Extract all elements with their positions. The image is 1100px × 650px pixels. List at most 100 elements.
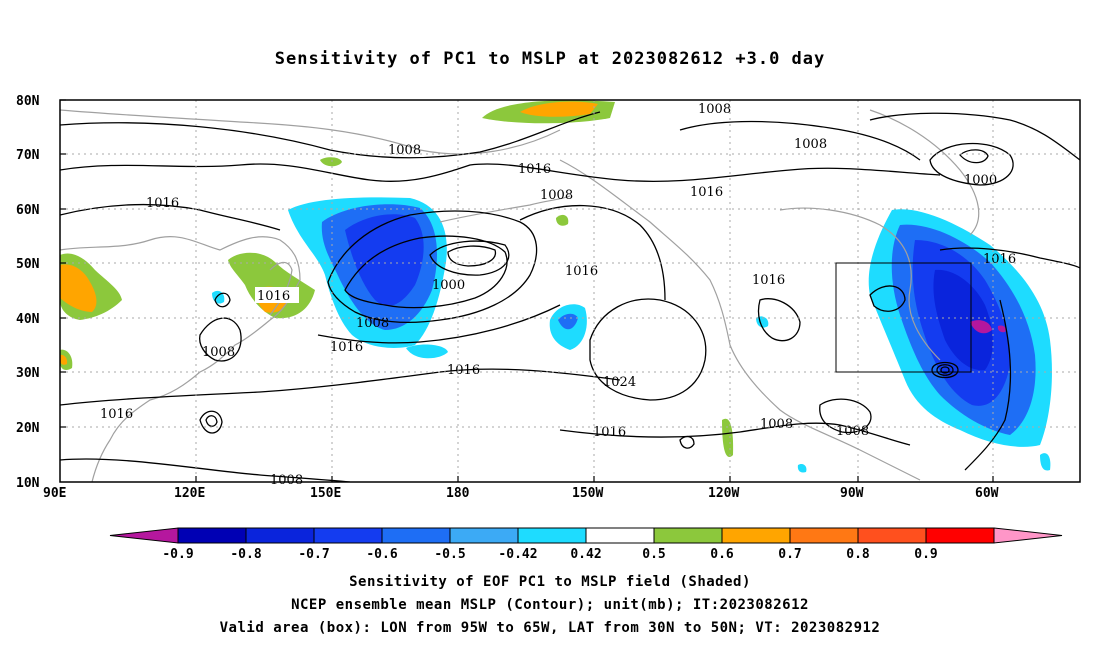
contour-line: [447, 245, 497, 267]
contour-label: 1016: [593, 425, 626, 440]
coastline-aleutian: [439, 195, 571, 223]
coastlines: [60, 109, 980, 482]
axis-ticks: [60, 99, 994, 482]
colorbar-tick-label: -0.6: [366, 547, 397, 562]
contour-label: 1000: [964, 173, 997, 188]
lon-label: 90E: [43, 486, 66, 501]
shade-magenta: [997, 325, 1006, 333]
lat-label: 80N: [16, 94, 40, 109]
colorbar-segment: [721, 527, 791, 544]
contour-label: 1008: [794, 137, 827, 152]
contour-line: [199, 317, 242, 362]
colorbar-segment: [653, 527, 723, 544]
shade-light-blue: [797, 463, 807, 473]
coastline-hudson: [779, 207, 941, 361]
lat-label: 40N: [16, 312, 40, 327]
colorbar-tick-label: 0.8: [846, 547, 870, 562]
lon-label: 150E: [310, 486, 341, 501]
latitude-labels: 80N 70N 60N 50N 40N 30N 20N 10N: [16, 94, 40, 491]
colorbar-segment: [585, 527, 655, 544]
contour-label: 1016: [983, 252, 1016, 267]
lat-label: 30N: [16, 366, 40, 381]
contour-line: [819, 398, 872, 434]
map-frame: [59, 99, 1081, 483]
shade-light-blue: [1040, 453, 1051, 471]
lon-label: 60W: [975, 486, 999, 501]
contour-line: [60, 111, 601, 159]
caption-line-2: NCEP ensemble mean MSLP (Contour); unit(…: [291, 597, 809, 613]
colorbar-segment: [789, 527, 859, 544]
coastline-alaska: [559, 159, 921, 481]
contour-line: [519, 204, 666, 301]
colorbar-tick-label: -0.42: [498, 547, 537, 562]
colorbar-segment: [313, 527, 383, 544]
colorbar-tick-label: -0.7: [298, 547, 329, 562]
colorbar-segment: [857, 527, 927, 544]
contour-line: [199, 410, 223, 434]
shade-green: [320, 157, 342, 167]
contour-label: 1008: [270, 473, 303, 488]
contour-label: 1000: [432, 278, 465, 293]
valid-area-box: [835, 262, 972, 373]
lon-label: 180: [446, 486, 470, 501]
contour-label: 1008: [388, 143, 421, 158]
contour-line: [931, 361, 959, 379]
contour-line: [959, 149, 989, 164]
sensitivity-shading: [60, 100, 1052, 473]
contour-line: [60, 458, 351, 482]
contour-label: 1016: [752, 273, 785, 288]
longitude-labels: 90E 120E 150E 180 150W 120W 90W 60W: [43, 486, 999, 501]
contour-line: [929, 142, 1014, 186]
colorbar-tick-label: 0.9: [914, 547, 937, 562]
contour-line: [214, 292, 231, 308]
contour-label: 1016: [146, 196, 179, 211]
lat-label: 10N: [16, 476, 40, 491]
shade-dark-blue: [345, 214, 424, 306]
contour-line: [964, 299, 1012, 471]
contour-label: 1008: [202, 345, 235, 360]
shade-blue: [558, 313, 578, 330]
lat-label: 70N: [16, 148, 40, 163]
contour-label: 1016: [690, 185, 723, 200]
contour-line: [939, 247, 1080, 269]
contour-label: 1016: [330, 340, 363, 355]
caption-line-1: Sensitivity of EOF PC1 to MSLP field (Sh…: [349, 574, 751, 590]
contour-label: 1016: [100, 407, 133, 422]
colorbar-tick-label: 0.7: [778, 547, 801, 562]
lon-label: 90W: [840, 486, 864, 501]
shade-magenta: [970, 320, 992, 334]
lon-label: 150W: [572, 486, 603, 501]
contour-line: [205, 415, 218, 427]
colorbar: -0.9 -0.8 -0.7 -0.6 -0.5 -0.42 0.42 0.5 0.6 0.7 0.…: [109, 527, 1063, 562]
contour-labels: 1008 1008 1016 1008 1016 1016 1008 1016 …: [100, 102, 1016, 488]
coastline-greenland: [869, 109, 980, 236]
colorbar-tick-label: 0.5: [642, 547, 665, 562]
colorbar-segment: [925, 527, 995, 544]
coastline-asia: [60, 236, 301, 482]
grid-lines: [60, 100, 1080, 482]
contour-label: 1024: [603, 375, 636, 390]
caption-line-3: Valid area (box): LON from 95W to 65W, L…: [219, 620, 881, 636]
lat-label: 50N: [16, 257, 40, 272]
contour-label: 1016: [257, 289, 290, 304]
colorbar-tick-label: -0.8: [230, 547, 261, 562]
lat-label: 60N: [16, 203, 40, 218]
contour-line: [429, 240, 510, 276]
lon-label: 120E: [174, 486, 205, 501]
lat-label: 20N: [16, 421, 40, 436]
contour-line: [60, 203, 281, 231]
contour-line: [60, 368, 621, 406]
contour-label: 1016: [518, 162, 551, 177]
colorbar-max-arrow: [993, 527, 1063, 544]
map-title: Sensitivity of PC1 to MSLP at 2023082612…: [274, 49, 826, 69]
colorbar-tick-label: -0.9: [162, 547, 193, 562]
contour-line: [60, 163, 941, 182]
contour-line: [589, 298, 707, 401]
contour-line: [869, 112, 1080, 161]
shade-green: [722, 418, 734, 457]
contour-line: [679, 435, 695, 449]
contour-label: 1016: [565, 264, 598, 279]
contour-line: [679, 120, 921, 161]
shade-orange: [60, 264, 97, 312]
contour-line: [869, 285, 906, 312]
